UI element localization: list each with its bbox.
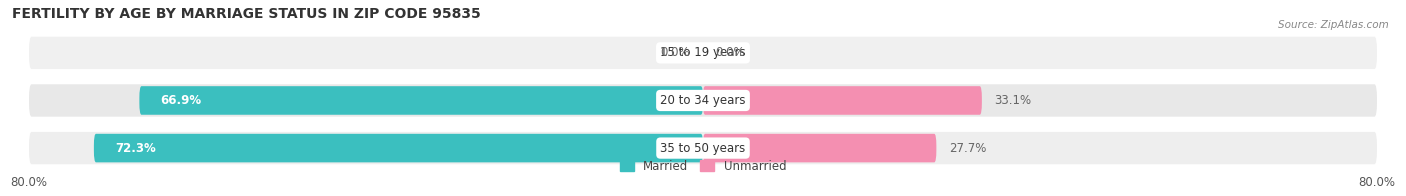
Text: 66.9%: 66.9% [160,94,201,107]
Text: 0.0%: 0.0% [716,46,745,59]
FancyBboxPatch shape [30,37,1376,69]
Text: 72.3%: 72.3% [115,142,156,155]
Text: 20 to 34 years: 20 to 34 years [661,94,745,107]
Text: 15 to 19 years: 15 to 19 years [661,46,745,59]
FancyBboxPatch shape [703,86,981,115]
Text: 27.7%: 27.7% [949,142,987,155]
FancyBboxPatch shape [30,84,1376,117]
Text: Source: ZipAtlas.com: Source: ZipAtlas.com [1278,20,1389,30]
FancyBboxPatch shape [703,134,936,162]
FancyBboxPatch shape [94,134,703,162]
Text: FERTILITY BY AGE BY MARRIAGE STATUS IN ZIP CODE 95835: FERTILITY BY AGE BY MARRIAGE STATUS IN Z… [13,7,481,21]
Text: 35 to 50 years: 35 to 50 years [661,142,745,155]
FancyBboxPatch shape [30,132,1376,164]
Text: 0.0%: 0.0% [661,46,690,59]
FancyBboxPatch shape [139,86,703,115]
Legend: Married, Unmarried: Married, Unmarried [614,155,792,177]
Text: 33.1%: 33.1% [994,94,1032,107]
